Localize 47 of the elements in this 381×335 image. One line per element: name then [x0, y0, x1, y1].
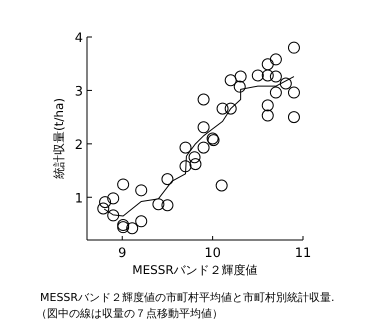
point — [188, 151, 201, 164]
text: （図中の線は収量の７点移動平均値） — [36, 307, 223, 320]
point — [224, 74, 237, 86]
point — [262, 69, 274, 82]
point — [262, 110, 274, 122]
y-tick-label: 4 — [74, 31, 83, 46]
point — [234, 80, 246, 93]
point — [135, 215, 148, 228]
point — [135, 184, 148, 196]
point — [262, 58, 274, 70]
point — [216, 180, 228, 192]
point — [288, 111, 300, 124]
x-tick-label: 11 — [294, 246, 312, 261]
point — [288, 42, 300, 54]
point — [99, 196, 112, 208]
point — [224, 102, 237, 115]
point — [180, 142, 192, 154]
point — [152, 198, 164, 210]
point — [198, 121, 210, 134]
point — [180, 160, 192, 172]
x-axis-title: MESSRバンド２輝度値 — [132, 263, 258, 277]
x-tick-label: 9 — [118, 246, 126, 261]
y-tick-label: 1 — [74, 191, 83, 206]
y-tick-label: 3 — [74, 84, 83, 100]
point — [280, 77, 292, 90]
y-axis-title: 統計収量(t/ha) — [52, 98, 66, 180]
point — [270, 86, 282, 99]
point — [262, 99, 274, 112]
point — [161, 173, 174, 186]
point — [97, 202, 110, 214]
point — [198, 142, 210, 154]
point — [216, 102, 229, 115]
point — [234, 70, 247, 83]
point — [107, 192, 120, 204]
point — [117, 178, 130, 190]
point — [107, 209, 120, 222]
point — [161, 199, 174, 212]
x-tick-label: 10 — [204, 246, 221, 261]
point — [288, 86, 300, 99]
point — [126, 222, 138, 234]
point — [270, 70, 282, 83]
point — [270, 53, 282, 66]
point — [198, 94, 210, 106]
text: MESSRバンド２輝度値の市町村平均値と市町村別統計収量. — [40, 291, 335, 304]
point — [189, 158, 202, 170]
point — [252, 69, 264, 82]
y-tick-label: 2 — [74, 138, 83, 153]
